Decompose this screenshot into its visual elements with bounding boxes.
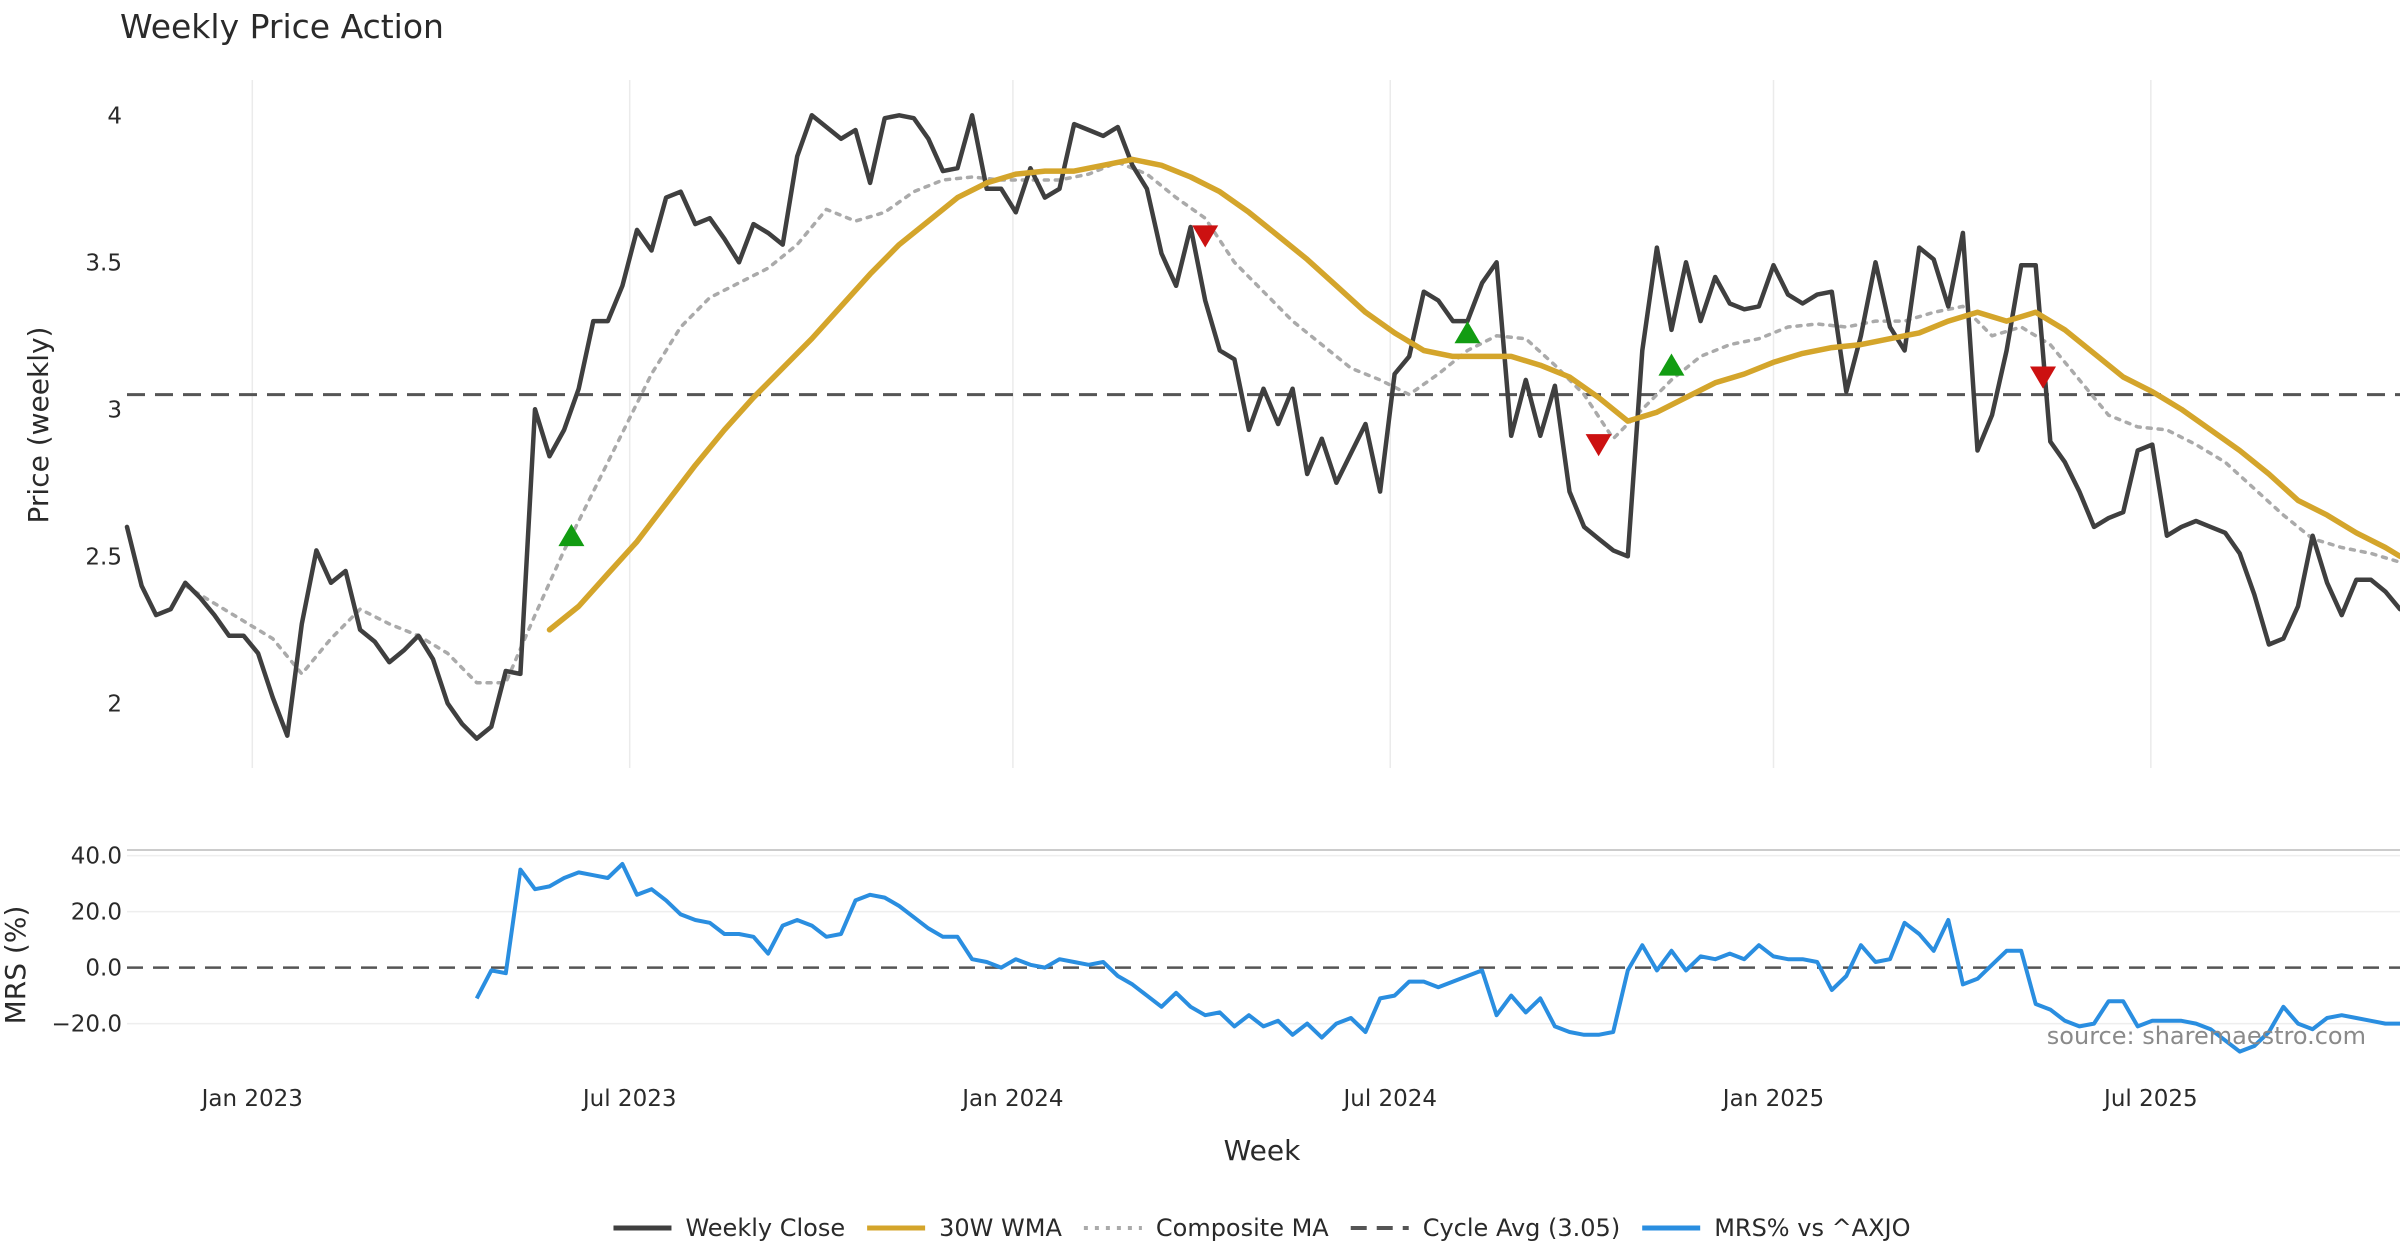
mrs-horizontal-gridlines <box>127 854 2400 1025</box>
mrs-series-line <box>474 862 2400 1054</box>
buy-signal-marker <box>1454 321 1481 344</box>
composite-ma-line <box>183 160 2400 685</box>
buy-signal-marker <box>1658 353 1685 376</box>
sell-signal-marker <box>1192 225 1219 248</box>
legend-item: Weekly Close <box>613 1214 845 1242</box>
price-y-tick-label: 3.5 <box>85 250 122 276</box>
price-y-tick-label: 2 <box>107 691 122 717</box>
x-tick-label: Jul 2023 <box>581 1086 677 1112</box>
mrs-y-axis-title: MRS (%) <box>0 906 32 1025</box>
legend-label: Cycle Avg (3.05) <box>1423 1214 1620 1242</box>
x-tick-label: Jul 2025 <box>2102 1086 2198 1112</box>
x-tick-label: Jan 2023 <box>200 1086 303 1112</box>
mrs-y-tick-label: −20.0 <box>52 1012 122 1038</box>
sell-signal-marker <box>1585 434 1612 457</box>
weekly-close-line <box>124 113 2400 741</box>
sell-signal-marker <box>2030 366 2057 389</box>
price-y-tick-label: 2.5 <box>85 544 122 570</box>
buy-signal-marker <box>558 524 585 547</box>
chart-title: Weekly Price Action <box>120 7 444 46</box>
legend: Weekly Close 30W WMA Composite MA Cycle Avg… <box>613 1214 1911 1242</box>
x-tick-label: Jul 2024 <box>1341 1086 1437 1112</box>
mrs-panel: −20.0 0.0 20.0 40.0 MRS (%) source: sharema… <box>0 844 2400 1054</box>
legend-label: MRS% vs ^AXJO <box>1714 1214 1910 1242</box>
wma-30w-line <box>546 156 2400 633</box>
mrs-y-tick-label: 0.0 <box>85 956 122 982</box>
x-axis-ticks: Jan 2023 Jul 2023 Jan 2024 Jul 2024 Jan 2025… <box>200 1086 2198 1112</box>
signal-markers <box>558 225 2057 547</box>
price-y-tick-label: 4 <box>107 103 122 129</box>
legend-label: Weekly Close <box>685 1214 845 1242</box>
legend-label: Composite MA <box>1156 1214 1329 1242</box>
x-tick-label: Jan 2024 <box>960 1086 1063 1112</box>
price-series-group <box>124 113 2400 741</box>
legend-item: MRS% vs ^AXJO <box>1642 1214 1911 1242</box>
legend-item: Composite MA <box>1083 1214 1329 1242</box>
mrs-y-tick-label: 40.0 <box>71 844 122 870</box>
price-y-axis-ticks: 2 2.5 3 3.5 4 <box>85 103 122 717</box>
legend-item: Cycle Avg (3.05) <box>1350 1214 1620 1242</box>
price-vertical-gridlines <box>251 80 2152 768</box>
mrs-y-axis-ticks: −20.0 0.0 20.0 40.0 <box>52 844 122 1038</box>
x-axis-title: Week <box>1224 1134 1301 1167</box>
legend-item: 30W WMA <box>867 1214 1062 1242</box>
legend-label: 30W WMA <box>939 1214 1062 1242</box>
source-credit: source: sharemaestro.com <box>2047 1022 2366 1050</box>
mrs-y-tick-label: 20.0 <box>71 900 122 926</box>
price-panel: 2 2.5 3 3.5 4 Price (weekly) <box>22 80 2400 768</box>
x-tick-label: Jan 2025 <box>1721 1086 1824 1112</box>
price-y-axis-title: Price (weekly) <box>22 327 55 524</box>
price-y-tick-label: 3 <box>107 397 122 423</box>
